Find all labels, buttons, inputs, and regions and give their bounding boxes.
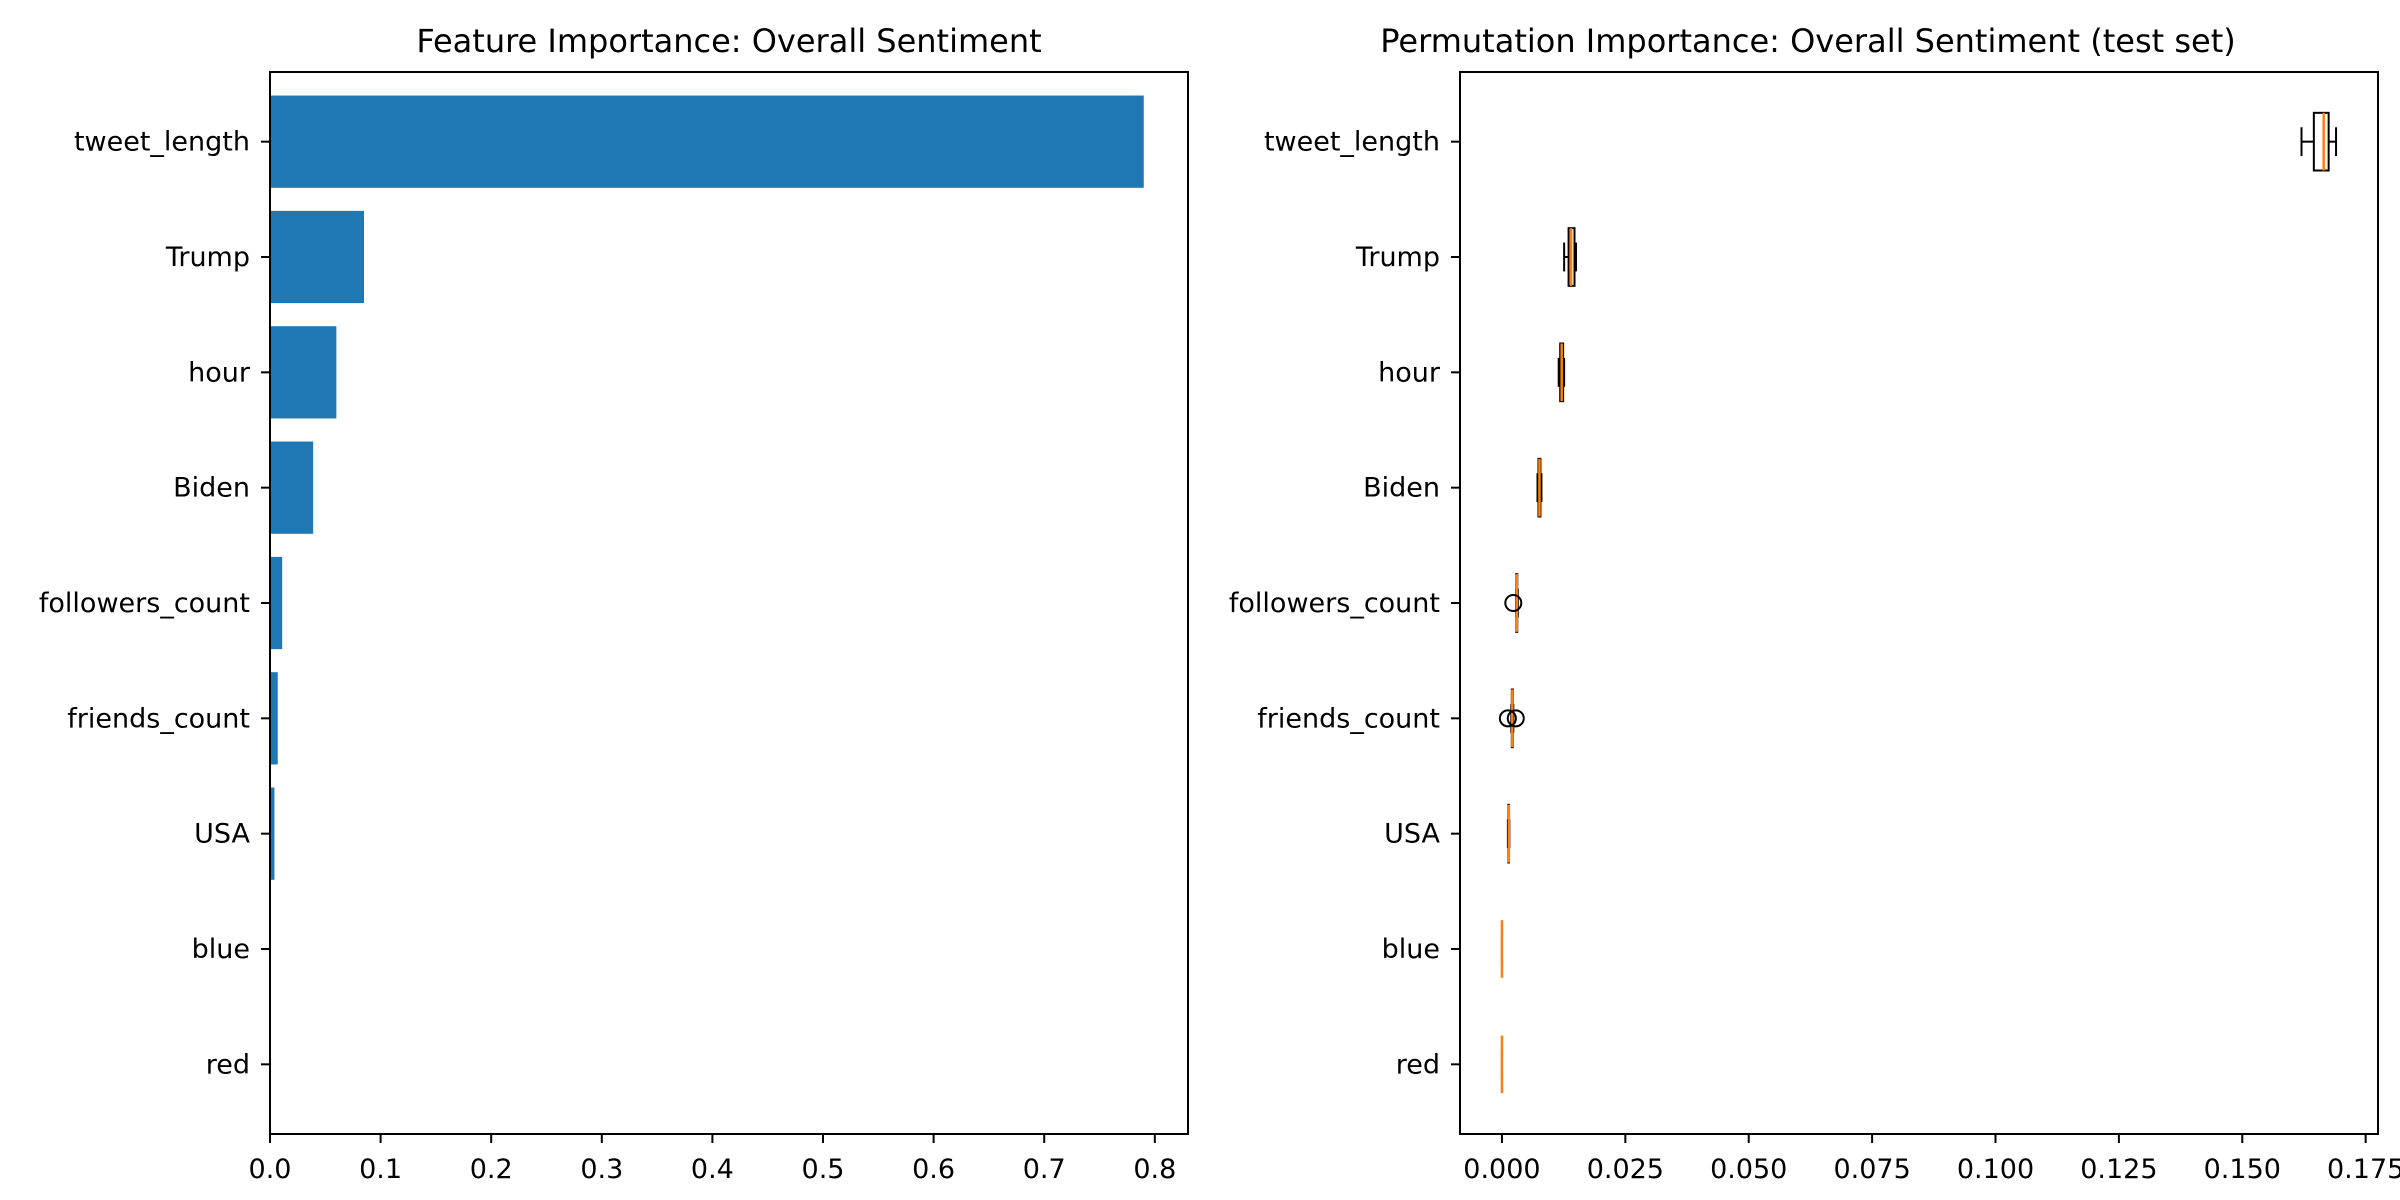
permutation-importance-title: Permutation Importance: Overall Sentimen… (1380, 22, 2235, 60)
pi-box-group-friends-count (1498, 688, 1525, 749)
fi-x-tick-label-8: 0.8 (1133, 1154, 1176, 1185)
pi-x-tick-label-2: 0.050 (1710, 1154, 1787, 1185)
pi-y-tick-label-red: red (1396, 1049, 1440, 1080)
permutation-importance-axes-frame (1459, 71, 2379, 1135)
pi-x-tick-label-7: 0.175 (2327, 1154, 2400, 1185)
fi-x-tick-label-3: 0.3 (580, 1154, 623, 1185)
permutation-importance-y-ticks: tweet_length Trump hour Biden followers_coun… (1229, 127, 1460, 1080)
fi-bar-friends-count (270, 672, 278, 765)
pi-y-tick-label-usa: USA (1384, 819, 1440, 850)
feature-importance-x-ticks: 0.0 0.1 0.2 0.3 0.4 0.5 0.6 0.7 0.8 (249, 1134, 1176, 1185)
fi-y-tick-label-tweet-length: tweet_length (74, 127, 250, 158)
pi-x-tick-label-4: 0.100 (1957, 1154, 2034, 1185)
fi-y-tick-label-biden: Biden (173, 473, 250, 504)
pi-y-tick-label-biden: Biden (1363, 473, 1440, 504)
pi-x-tick-label-3: 0.075 (1833, 1154, 1910, 1185)
fi-y-tick-label-friends-count: friends_count (67, 703, 250, 734)
pi-flier-followers-count-0 (1504, 594, 1523, 612)
fi-x-tick-label-1: 0.1 (359, 1154, 402, 1185)
feature-importance-axes-frame (269, 71, 1189, 1135)
permutation-importance-boxes (1498, 111, 2338, 1094)
permutation-importance-panel: Permutation Importance: Overall Sentimen… (1229, 22, 2400, 1185)
pi-y-tick-label-friends-count: friends_count (1257, 703, 1440, 734)
fi-y-tick-label-hour: hour (188, 357, 251, 388)
pi-box-group-biden (1536, 457, 1543, 518)
fi-bar-hour (270, 326, 337, 419)
pi-y-tick-label-hour: hour (1378, 357, 1441, 388)
feature-importance-bars (270, 95, 1144, 880)
feature-importance-y-ticks: tweet_length Trump hour Biden followers_coun… (39, 127, 270, 1080)
fi-x-tick-label-7: 0.7 (1023, 1154, 1066, 1185)
pi-box-group-followers-count (1504, 573, 1523, 633)
pi-y-tick-label-followers-count: followers_count (1229, 588, 1440, 619)
fi-x-tick-label-4: 0.4 (691, 1154, 734, 1185)
fi-y-tick-label-blue: blue (192, 934, 250, 965)
pi-box-group-hour (1557, 342, 1566, 403)
pi-x-tick-label-0: 0.000 (1463, 1154, 1540, 1185)
feature-importance-title: Feature Importance: Overall Sentiment (416, 22, 1041, 60)
pi-y-tick-label-trump: Trump (1355, 242, 1440, 273)
pi-box-group-usa (1506, 803, 1511, 864)
fi-bar-tweet-length (270, 95, 1144, 188)
fi-y-tick-label-usa: USA (194, 819, 250, 850)
pi-box-group-trump (1563, 227, 1577, 287)
fi-bar-trump (270, 210, 365, 304)
pi-y-tick-label-blue: blue (1382, 934, 1440, 965)
pi-x-tick-label-5: 0.125 (2080, 1154, 2157, 1185)
fi-x-tick-label-6: 0.6 (912, 1154, 955, 1185)
fi-y-tick-label-red: red (206, 1049, 250, 1080)
fi-x-tick-label-5: 0.5 (802, 1154, 845, 1185)
fi-x-tick-label-0: 0.0 (249, 1154, 292, 1185)
fi-y-tick-label-followers-count: followers_count (39, 588, 250, 619)
pi-flier-friends-count-0 (1498, 709, 1517, 728)
permutation-importance-x-ticks: 0.000 0.025 0.050 0.075 0.100 0.125 0.150 0.175 (1463, 1134, 2400, 1185)
fi-y-tick-label-trump: Trump (165, 242, 250, 273)
pi-flier-friends-count-1 (1506, 709, 1525, 728)
fi-bar-biden (270, 441, 314, 534)
pi-x-tick-label-6: 0.150 (2204, 1154, 2281, 1185)
feature-importance-panel: Feature Importance: Overall Sentiment tw… (39, 22, 1189, 1185)
fi-x-tick-label-2: 0.2 (470, 1154, 513, 1185)
pi-x-tick-label-1: 0.025 (1587, 1154, 1664, 1185)
fi-bar-usa (270, 787, 275, 880)
fi-bar-followers-count (270, 556, 283, 650)
pi-box-tweet-length (2312, 111, 2330, 172)
pi-box-group-tweet-length (2300, 111, 2338, 172)
pi-y-tick-label-tweet-length: tweet_length (1264, 127, 1440, 158)
